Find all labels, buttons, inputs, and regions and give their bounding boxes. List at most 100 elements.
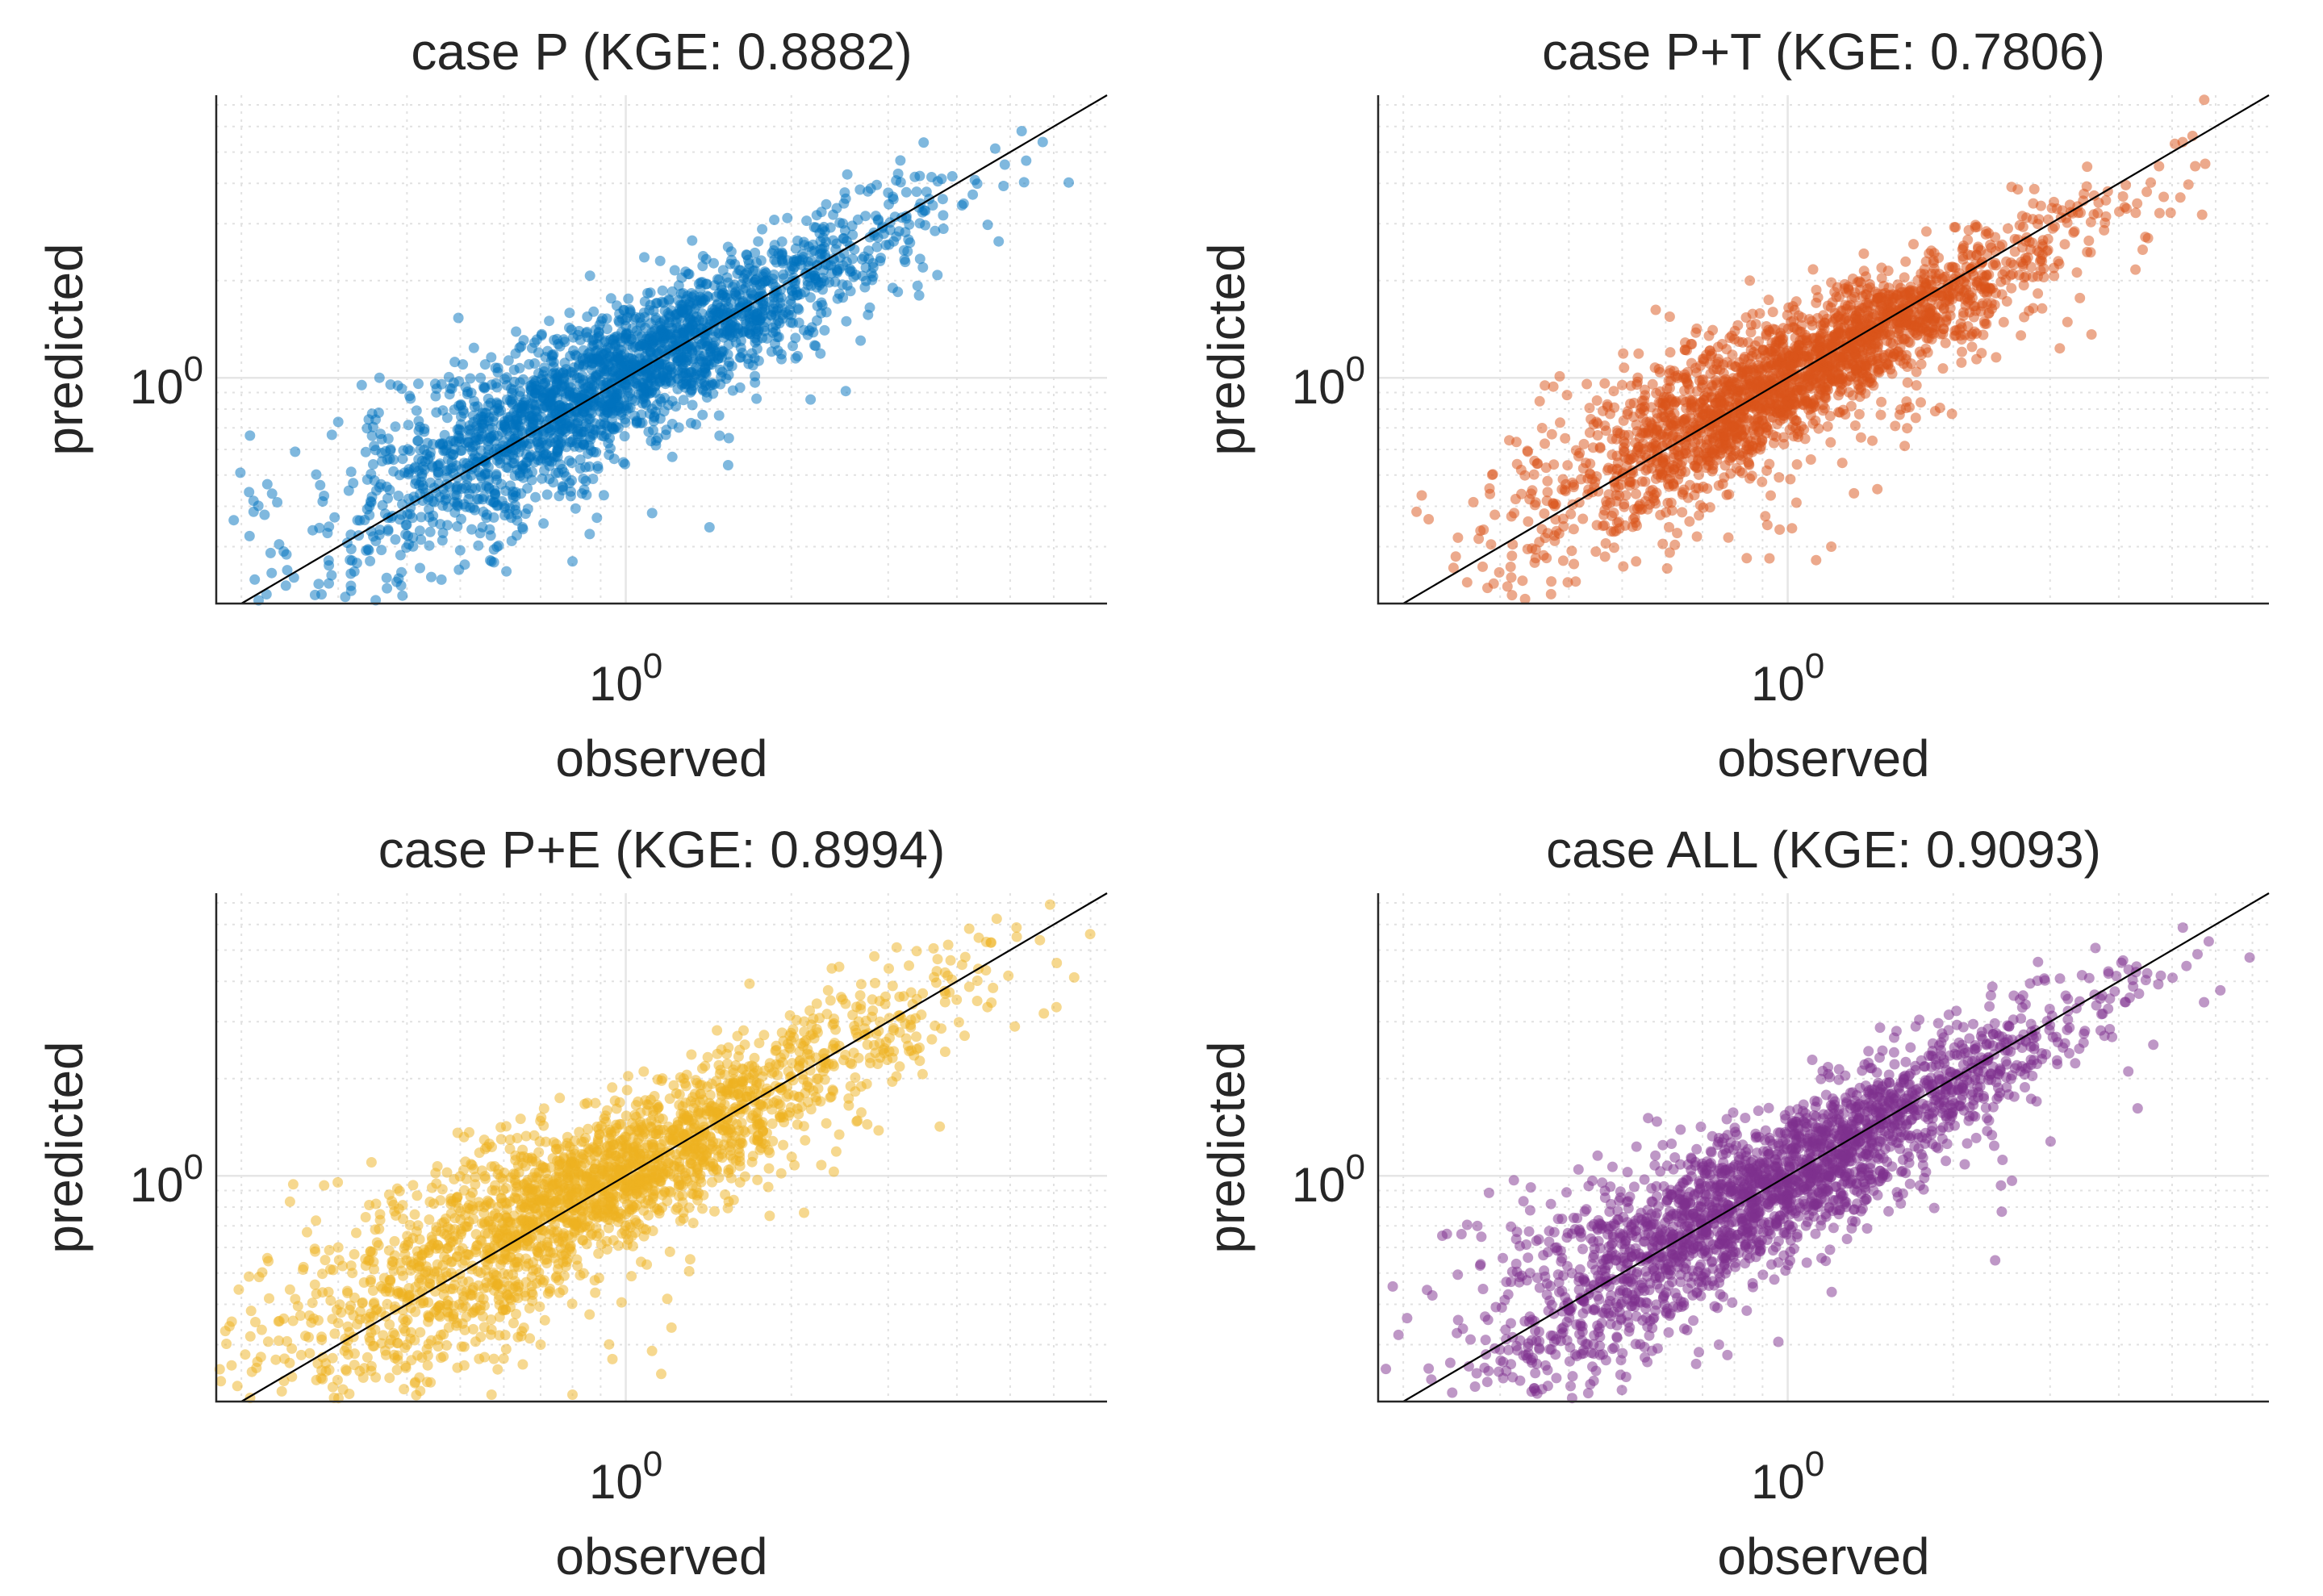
data-point [1536, 524, 1548, 535]
data-point [1609, 402, 1620, 413]
data-point [1820, 317, 1831, 328]
data-point [508, 364, 520, 375]
data-point [274, 539, 285, 550]
data-point [1594, 441, 1606, 453]
data-point [1615, 428, 1626, 439]
data-point [788, 341, 798, 352]
data-point [397, 453, 408, 465]
data-point [1941, 294, 1953, 305]
data-point [1568, 524, 1579, 535]
data-point [888, 236, 900, 247]
data-point [721, 296, 732, 307]
data-point [1735, 454, 1746, 466]
data-point [574, 373, 585, 383]
data-point [426, 571, 437, 583]
y-tick-label: 100 [1292, 349, 1365, 414]
data-point [742, 254, 754, 265]
data-point [705, 315, 717, 327]
data-point [579, 394, 591, 405]
data-point [1647, 484, 1658, 495]
data-point [2074, 292, 2086, 303]
panel-case-p: case P (KGE: 0.8882) observed predicted … [0, 0, 1161, 798]
data-point [413, 425, 424, 437]
data-point [754, 290, 766, 302]
data-point [1545, 588, 1556, 600]
data-point [1506, 572, 1517, 583]
data-point [1844, 354, 1855, 366]
data-point [1584, 427, 1595, 438]
data-point [1691, 386, 1703, 397]
data-point [1744, 275, 1756, 286]
data-point [424, 526, 436, 537]
data-point [1541, 495, 1552, 507]
data-point [766, 309, 777, 320]
data-point [592, 345, 603, 356]
data-point [1707, 463, 1719, 474]
data-point [1778, 323, 1789, 334]
data-point [360, 446, 371, 457]
data-point [473, 540, 484, 551]
data-point [2005, 257, 2016, 269]
x-tick-label: 100 [589, 646, 662, 711]
data-point [989, 143, 1001, 154]
data-point [2130, 207, 2141, 219]
data-point [551, 378, 562, 390]
data-point [712, 299, 723, 311]
data-point [1886, 302, 1897, 313]
data-point [235, 467, 246, 478]
data-point [544, 474, 555, 485]
data-point [1808, 332, 1820, 344]
data-point [2199, 94, 2210, 106]
data-point [577, 437, 588, 449]
data-point [1677, 507, 1688, 518]
y-tick-base: 10 [1292, 360, 1346, 414]
data-point [1746, 470, 1757, 482]
data-point [1878, 280, 1890, 291]
data-point [1749, 415, 1760, 426]
data-point [1021, 155, 1032, 166]
data-point [366, 430, 378, 441]
data-point [403, 539, 415, 549]
data-point [2071, 267, 2083, 278]
data-point [395, 549, 406, 561]
data-point [1836, 457, 1848, 469]
data-point [1860, 289, 1871, 300]
data-point [600, 418, 611, 429]
data-point [518, 403, 529, 415]
data-point [1933, 253, 1945, 263]
data-point [863, 253, 875, 265]
data-point [751, 393, 762, 404]
data-point [1794, 326, 1806, 337]
data-point [753, 355, 764, 366]
data-point [845, 286, 856, 297]
data-point [892, 286, 904, 298]
data-point [866, 268, 877, 279]
data-point [1745, 327, 1757, 338]
data-point [1977, 298, 1988, 309]
data-point [1664, 521, 1674, 533]
data-point [701, 278, 712, 290]
data-point [938, 210, 949, 221]
data-point [1726, 412, 1737, 423]
data-point [1478, 524, 1489, 535]
data-point [436, 574, 447, 585]
data-point [432, 469, 444, 480]
data-point [244, 530, 255, 541]
data-point [1763, 324, 1774, 336]
data-point [1416, 490, 1427, 501]
data-point [958, 198, 969, 209]
data-point [1946, 408, 1957, 420]
data-point [1540, 438, 1550, 449]
data-point [1892, 289, 1903, 300]
data-point [595, 379, 607, 391]
data-point [914, 253, 925, 265]
data-point [2169, 138, 2180, 149]
data-point [390, 421, 401, 432]
data-point [483, 436, 494, 447]
identity-line [240, 94, 1108, 604]
data-point [909, 171, 921, 182]
data-point [2088, 190, 2099, 201]
data-point [1681, 413, 1691, 424]
data-point [544, 460, 555, 471]
data-point [416, 534, 427, 545]
